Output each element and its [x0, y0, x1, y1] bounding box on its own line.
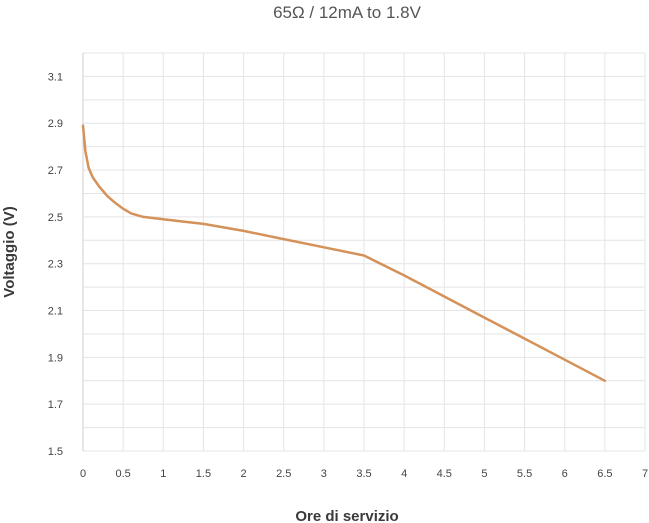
x-tick-label: 4.5 [437, 468, 452, 480]
chart-title: 65Ω / 12mA to 1.8V [273, 3, 422, 22]
x-tick-label: 5.5 [517, 468, 532, 480]
x-tick-label: 7 [642, 468, 648, 480]
grid [82, 52, 646, 452]
x-tick-label: 6 [562, 468, 568, 480]
x-axis-ticks: 0 0.5 1 1.5 2 2.5 3 3.5 4 4.5 5 5.5 6 6.5 7 [80, 468, 648, 480]
y-tick-label: 1.7 [48, 399, 63, 411]
y-tick-label: 2.9 [48, 118, 63, 130]
y-tick-label: 2.7 [48, 165, 63, 177]
y-axis-title: Voltaggio (V) [1, 206, 18, 297]
x-tick-label: 3 [321, 468, 327, 480]
x-tick-label: 2 [241, 468, 247, 480]
x-tick-label: 3.5 [356, 468, 371, 480]
y-tick-label: 2.5 [48, 212, 63, 224]
x-tick-label: 1.5 [196, 468, 211, 480]
y-tick-label: 2.3 [48, 259, 63, 271]
x-tick-label: 2.5 [276, 468, 291, 480]
series-line [81, 124, 607, 383]
y-tick-label: 3.1 [48, 71, 63, 83]
y-tick-label: 1.9 [48, 352, 63, 364]
y-axis-ticks: 1.5 1.7 1.9 2.1 2.3 2.5 2.7 2.9 3.1 [48, 71, 63, 458]
x-tick-label: 0 [80, 468, 86, 480]
x-tick-label: 4 [401, 468, 407, 480]
x-tick-label: 0.5 [115, 468, 130, 480]
series-group [81, 124, 607, 383]
y-tick-label: 1.5 [48, 446, 63, 458]
x-tick-label: 1 [160, 468, 166, 480]
x-axis-title: Ore di servizio [295, 508, 398, 523]
x-tick-label: 5 [481, 468, 487, 480]
x-tick-label: 6.5 [597, 468, 612, 480]
y-tick-label: 2.1 [48, 306, 63, 318]
